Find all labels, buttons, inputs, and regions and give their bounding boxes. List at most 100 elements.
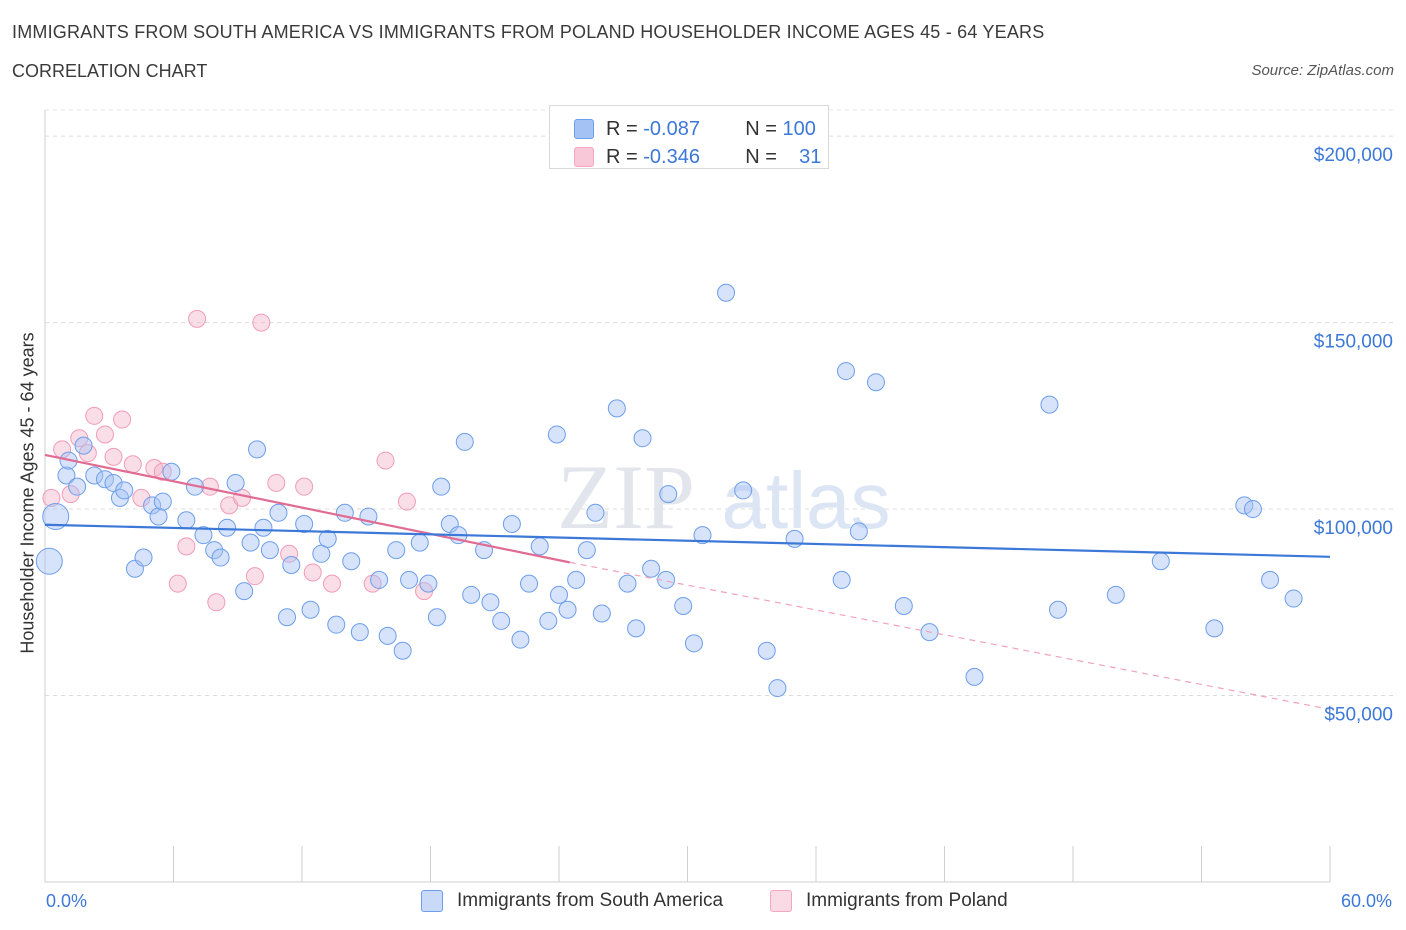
- trendlines: [44, 453, 1331, 710]
- data-point-south-america: [832, 570, 851, 589]
- data-point-poland: [207, 593, 226, 612]
- data-point-south-america: [194, 526, 213, 545]
- data-point-south-america: [592, 604, 611, 623]
- legend-swatch-south-america: [574, 119, 594, 139]
- y-tick-labels: $50,000 $100,000 $150,000 $200,000: [1314, 145, 1393, 725]
- data-point-south-america: [42, 503, 70, 531]
- data-point-south-america: [74, 436, 93, 455]
- trendline-poland: [44, 453, 570, 564]
- data-point-south-america: [254, 518, 273, 537]
- data-point-south-america: [218, 518, 237, 537]
- data-point-south-america: [162, 462, 181, 481]
- data-point-south-america: [393, 641, 412, 660]
- data-point-poland: [322, 574, 341, 593]
- bottom-legend-south-america: Immigrants from South America: [421, 888, 723, 914]
- chart-subtitle: CORRELATION CHART: [12, 61, 208, 81]
- y-tick-label: $200,000: [1314, 145, 1393, 166]
- data-point-poland: [113, 410, 132, 429]
- data-point-south-america: [520, 574, 539, 593]
- data-point-south-america: [849, 522, 868, 541]
- data-point-south-america: [866, 373, 885, 392]
- data-point-south-america: [492, 611, 511, 630]
- watermark-zip: ZIP: [557, 446, 695, 548]
- chart-title: IMMIGRANTS FROM SOUTH AMERICA VS IMMIGRA…: [12, 22, 1045, 42]
- data-point-south-america: [502, 514, 521, 533]
- data-point-poland: [95, 425, 114, 444]
- data-point-south-america: [241, 533, 260, 552]
- bottom-legend-label-poland: Immigrants from Poland: [806, 890, 1008, 911]
- data-point-poland: [177, 537, 196, 556]
- data-point-south-america: [177, 511, 196, 530]
- data-point-south-america: [387, 541, 406, 560]
- watermark: ZIP atlas: [557, 446, 890, 548]
- trendline-south-america: [44, 523, 1331, 558]
- data-point-south-america: [894, 597, 913, 616]
- data-point-south-america: [1049, 600, 1068, 619]
- legend-r-label: R =: [606, 145, 638, 168]
- data-point-south-america: [153, 492, 172, 511]
- data-point-south-america: [327, 615, 346, 634]
- data-point-poland: [376, 451, 395, 470]
- data-point-poland: [188, 309, 207, 328]
- data-point-poland: [252, 313, 271, 332]
- bottom-legend-swatch-poland: [770, 890, 792, 912]
- data-point-south-america: [342, 552, 361, 571]
- data-point-south-america: [1151, 552, 1170, 571]
- data-point-south-america: [674, 597, 693, 616]
- y-tick-label: $150,000: [1314, 332, 1393, 353]
- data-point-poland: [303, 563, 322, 582]
- data-point-south-america: [693, 526, 712, 545]
- data-point-south-america: [462, 585, 481, 604]
- series-south-america: [35, 283, 1303, 698]
- data-point-south-america: [586, 503, 605, 522]
- watermark-atlas: atlas: [722, 456, 891, 545]
- legend-row-poland: R = -0.346 N = 31: [574, 144, 821, 170]
- legend-n-value: 31: [799, 145, 822, 168]
- data-point-south-america: [642, 559, 661, 578]
- bottom-legend-label-south-america: Immigrants from South America: [457, 890, 724, 911]
- series-poland: [42, 309, 434, 612]
- y-tick-label: $50,000: [1324, 705, 1393, 726]
- data-point-south-america: [278, 608, 297, 627]
- data-point-south-america: [684, 634, 703, 653]
- data-point-poland: [123, 455, 142, 474]
- bottom-legend-swatch-south-america: [421, 890, 443, 912]
- data-point-south-america: [965, 667, 984, 686]
- data-point-south-america: [400, 570, 419, 589]
- axes: [44, 110, 1331, 883]
- data-point-south-america: [1243, 500, 1262, 519]
- data-point-south-america: [318, 529, 337, 548]
- gridlines: [45, 109, 1395, 697]
- data-point-south-america: [226, 473, 245, 492]
- data-point-south-america: [350, 623, 369, 642]
- legend-row-south-america: R = -0.087 N = 100: [574, 116, 816, 142]
- data-point-south-america: [836, 362, 855, 381]
- data-point-south-america: [295, 514, 314, 533]
- data-point-south-america: [115, 481, 134, 500]
- data-point-south-america: [627, 619, 646, 638]
- data-point-south-america: [618, 574, 637, 593]
- data-point-south-america: [235, 582, 254, 601]
- data-point-poland: [168, 574, 187, 593]
- data-point-poland: [245, 567, 264, 586]
- legend-r-value: -0.346: [643, 145, 700, 168]
- data-point-south-america: [85, 466, 104, 485]
- data-point-south-america: [558, 600, 577, 619]
- data-point-south-america: [1235, 496, 1254, 515]
- data-point-south-america: [205, 541, 224, 560]
- data-point-south-america: [757, 641, 776, 660]
- data-point-south-america: [659, 485, 678, 504]
- x-tick-label-max: 60.0%: [1340, 891, 1392, 911]
- data-point-south-america: [427, 608, 446, 627]
- data-point-south-america: [1261, 570, 1280, 589]
- data-point-south-america: [248, 440, 267, 459]
- legend-n-label: N =: [745, 145, 777, 168]
- data-point-south-america: [511, 630, 530, 649]
- data-point-south-america: [57, 466, 76, 485]
- data-point-south-america: [1040, 395, 1059, 414]
- data-point-poland: [280, 544, 299, 563]
- data-point-south-america: [143, 496, 162, 515]
- data-point-south-america: [432, 477, 451, 496]
- data-point-poland: [85, 406, 104, 425]
- correlation-legend: R = -0.087 N = 100 R = -0.346 N = 31: [549, 105, 829, 169]
